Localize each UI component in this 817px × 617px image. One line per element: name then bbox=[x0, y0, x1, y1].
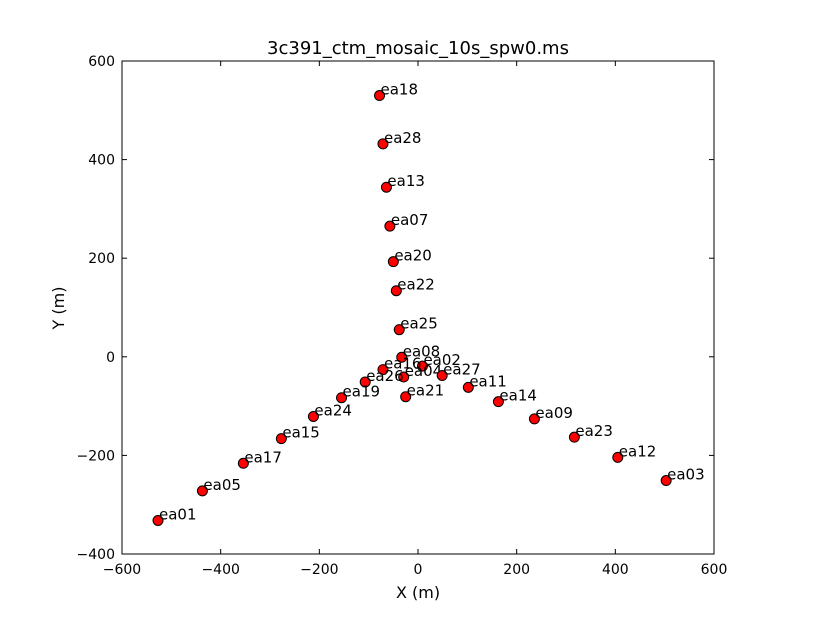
point-label-ea03: ea03 bbox=[667, 466, 705, 484]
point-label-ea07: ea07 bbox=[391, 211, 429, 229]
plot-area-frame bbox=[121, 60, 715, 555]
data-point-ea27 bbox=[436, 370, 448, 382]
point-label-ea20: ea20 bbox=[394, 247, 432, 265]
y-tick-label: 200 bbox=[88, 251, 115, 267]
data-point-ea17 bbox=[237, 457, 249, 469]
data-point-ea12 bbox=[612, 451, 624, 463]
x-tick-label: −200 bbox=[300, 562, 338, 578]
point-label-ea16: ea16 bbox=[384, 355, 422, 373]
point-label-ea28: ea28 bbox=[384, 129, 422, 147]
point-label-ea12: ea12 bbox=[619, 442, 657, 460]
data-point-ea11 bbox=[462, 381, 474, 393]
point-label-ea04: ea04 bbox=[405, 362, 443, 380]
x-tick-label: 200 bbox=[503, 562, 530, 578]
x-tick-label: 600 bbox=[701, 562, 728, 578]
point-label-ea14: ea14 bbox=[499, 387, 537, 405]
data-point-ea03 bbox=[660, 475, 672, 487]
point-label-ea15: ea15 bbox=[282, 424, 320, 442]
point-label-ea25: ea25 bbox=[400, 315, 438, 333]
point-label-ea23: ea23 bbox=[575, 422, 613, 440]
point-label-ea02: ea02 bbox=[423, 351, 461, 369]
data-point-ea14 bbox=[492, 396, 504, 408]
point-label-ea11: ea11 bbox=[469, 372, 507, 390]
data-point-ea01 bbox=[152, 514, 164, 526]
data-point-ea04 bbox=[398, 371, 410, 383]
data-point-ea28 bbox=[377, 138, 389, 150]
y-tick-label: 400 bbox=[88, 153, 115, 169]
point-label-ea05: ea05 bbox=[203, 476, 241, 494]
data-point-ea21 bbox=[400, 391, 412, 403]
point-label-ea09: ea09 bbox=[535, 404, 573, 422]
y-tick-label: −200 bbox=[77, 448, 115, 464]
data-point-ea08 bbox=[396, 351, 408, 363]
data-point-ea25 bbox=[393, 324, 405, 336]
data-point-ea05 bbox=[196, 485, 208, 497]
x-tick-label: 0 bbox=[414, 562, 423, 578]
data-point-ea23 bbox=[568, 431, 580, 443]
y-tick-label: 0 bbox=[106, 350, 115, 366]
data-point-ea22 bbox=[390, 285, 402, 297]
data-point-ea16 bbox=[377, 364, 389, 376]
data-point-ea19 bbox=[336, 392, 348, 404]
data-point-ea15 bbox=[275, 433, 287, 445]
point-label-ea08: ea08 bbox=[403, 342, 441, 360]
y-axis-label: Y (m) bbox=[49, 287, 68, 331]
x-tick-label: 400 bbox=[602, 562, 629, 578]
x-tick-label: −400 bbox=[201, 562, 239, 578]
data-point-ea24 bbox=[307, 410, 319, 422]
data-point-ea07 bbox=[384, 220, 396, 232]
point-label-ea01: ea01 bbox=[159, 505, 197, 523]
point-label-ea27: ea27 bbox=[443, 361, 481, 379]
data-point-ea09 bbox=[528, 413, 540, 425]
y-tick-label: 600 bbox=[88, 54, 115, 70]
data-points: ea18 ea28 ea13 ea07 ea20 ea22 ea25 ea08ea02ea16… bbox=[152, 81, 705, 526]
point-label-ea21: ea21 bbox=[407, 382, 445, 400]
data-point-ea26 bbox=[359, 376, 371, 388]
point-label-ea18: ea18 bbox=[381, 81, 419, 99]
point-label-ea22: ea22 bbox=[397, 276, 435, 294]
point-label-ea19: ea19 bbox=[343, 383, 381, 401]
point-label-ea17: ea17 bbox=[244, 448, 282, 466]
x-axis-label: X (m) bbox=[396, 583, 440, 602]
y-tick-label: −400 bbox=[77, 547, 115, 563]
data-point-ea20 bbox=[387, 256, 399, 268]
point-label-ea13: ea13 bbox=[387, 172, 425, 190]
chart-title: 3c391_ctm_mosaic_10s_spw0.ms bbox=[267, 38, 569, 59]
data-point-ea02 bbox=[416, 360, 428, 372]
data-point-ea18 bbox=[374, 90, 386, 102]
x-tick-label: −600 bbox=[103, 562, 141, 578]
point-label-ea24: ea24 bbox=[314, 401, 352, 419]
point-label-ea26: ea26 bbox=[366, 367, 404, 385]
data-point-ea13 bbox=[380, 181, 392, 193]
